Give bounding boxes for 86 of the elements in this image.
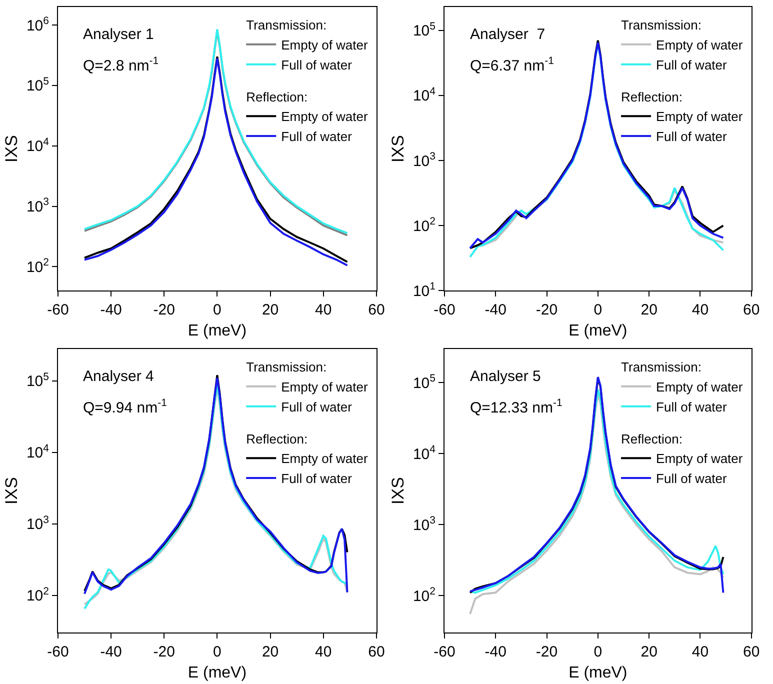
y-tick-label: 10$^{4}$ <box>26 136 50 156</box>
y-tick-label: 10$^{5}$ <box>26 75 50 95</box>
x-tick-label: 60 <box>743 644 760 661</box>
annotation: Reflection: <box>246 431 308 446</box>
y-tick-label: 10$^{1}$ <box>412 280 436 300</box>
x-tick-label: 20 <box>262 302 279 319</box>
legend-label: Empty of water <box>656 109 744 124</box>
y-tick-label: 10$^{4}$ <box>412 85 436 105</box>
x-tick-label: -40 <box>100 302 122 319</box>
y-tick-label: 10$^{3}$ <box>26 514 50 534</box>
annotation: Reflection: <box>621 431 682 446</box>
y-tick-label: 10$^{2}$ <box>26 256 50 276</box>
y-tick-label: 10$^{3}$ <box>412 514 436 534</box>
y-axis-title: IXS <box>2 477 21 504</box>
annotation: Reflection: <box>621 89 682 104</box>
legend-label: Full of water <box>656 57 728 72</box>
x-tick-label: -60 <box>47 302 69 319</box>
x-tick-label: 60 <box>368 302 385 319</box>
y-tick-label: 10$^{2}$ <box>412 586 436 605</box>
annotation: Analyser 5 <box>470 368 541 385</box>
x-tick-label: 20 <box>640 302 658 319</box>
legend-label: Empty of water <box>656 451 744 466</box>
y-axis-title: IXS <box>388 135 408 162</box>
legend-label: Full of water <box>656 399 728 414</box>
y-tick-label: 10$^{4}$ <box>412 444 436 463</box>
x-tick-label: -60 <box>434 302 456 319</box>
y-tick-label: 10$^{2}$ <box>412 216 436 235</box>
x-axis-title: E (meV) <box>568 322 628 340</box>
y-axis-title: IXS <box>388 477 408 504</box>
legend-label: Empty of water <box>281 379 368 394</box>
y-tick-label: 10$^{3}$ <box>26 196 50 216</box>
annotation: Transmission: <box>621 18 702 33</box>
legend-label: Full of water <box>656 129 728 144</box>
x-tick-label: 40 <box>315 644 332 661</box>
annotation: Q=6.37 nm$^{-1}$ <box>470 55 554 74</box>
annotation: Analyser 1 <box>83 26 154 43</box>
x-axis-title: E (meV) <box>188 664 247 682</box>
annotation: Transmission: <box>621 360 702 375</box>
x-tick-label: -40 <box>484 302 506 319</box>
legend-label: Full of water <box>656 471 728 486</box>
x-tick-label: -20 <box>536 644 558 661</box>
x-tick-label: -20 <box>153 302 175 319</box>
x-tick-label: 40 <box>692 302 709 319</box>
x-tick-label: 40 <box>692 644 709 661</box>
legend-label: Full of water <box>281 129 353 144</box>
x-axis-title: E (meV) <box>568 664 628 682</box>
x-tick-label: 0 <box>594 302 602 319</box>
x-tick-label: 0 <box>213 644 222 661</box>
x-axis-title: E (meV) <box>188 322 247 340</box>
x-tick-label: 0 <box>594 644 602 661</box>
legend-label: Empty of water <box>656 379 744 394</box>
legend-label: Empty of water <box>281 109 368 124</box>
x-tick-label: 40 <box>315 302 332 319</box>
y-tick-label: 10$^{3}$ <box>412 150 436 170</box>
legend-label: Full of water <box>281 57 353 72</box>
legend-label: Empty of water <box>656 37 744 52</box>
x-tick-label: -40 <box>100 644 122 661</box>
y-axis-title: IXS <box>2 135 21 162</box>
legend-label: Empty of water <box>281 37 368 52</box>
annotation: Q=9.94 nm$^{-1}$ <box>83 397 168 416</box>
annotation: Transmission: <box>246 360 327 375</box>
x-tick-label: 0 <box>213 302 222 319</box>
annotation: Transmission: <box>246 18 327 33</box>
legend-label: Full of water <box>281 399 353 414</box>
x-tick-label: 20 <box>262 644 279 661</box>
legend-label: Empty of water <box>281 451 368 466</box>
annotation: Reflection: <box>246 89 308 104</box>
x-tick-label: -20 <box>536 302 558 319</box>
y-tick-label: 10$^{5}$ <box>26 370 50 390</box>
annotation: Analyser 7 <box>470 26 546 43</box>
y-tick-label: 10$^{2}$ <box>26 585 50 605</box>
annotation: Q=12.33 nm$^{-1}$ <box>470 397 562 416</box>
annotation: Analyser 4 <box>83 368 154 385</box>
legend-label: Full of water <box>281 471 353 486</box>
x-tick-label: -40 <box>484 644 506 661</box>
x-tick-label: 60 <box>368 644 385 661</box>
x-tick-label: -60 <box>434 644 456 661</box>
x-tick-label: -20 <box>153 644 175 661</box>
y-tick-label: 10$^{5}$ <box>412 20 436 40</box>
x-tick-label: -60 <box>47 644 69 661</box>
annotation: Q=2.8 nm$^{-1}$ <box>83 55 159 74</box>
y-tick-label: 10$^{4}$ <box>26 442 50 462</box>
x-tick-label: 60 <box>743 302 760 319</box>
x-tick-label: 20 <box>640 644 658 661</box>
y-tick-label: 10$^{6}$ <box>26 14 50 34</box>
y-tick-label: 10$^{5}$ <box>412 372 436 392</box>
